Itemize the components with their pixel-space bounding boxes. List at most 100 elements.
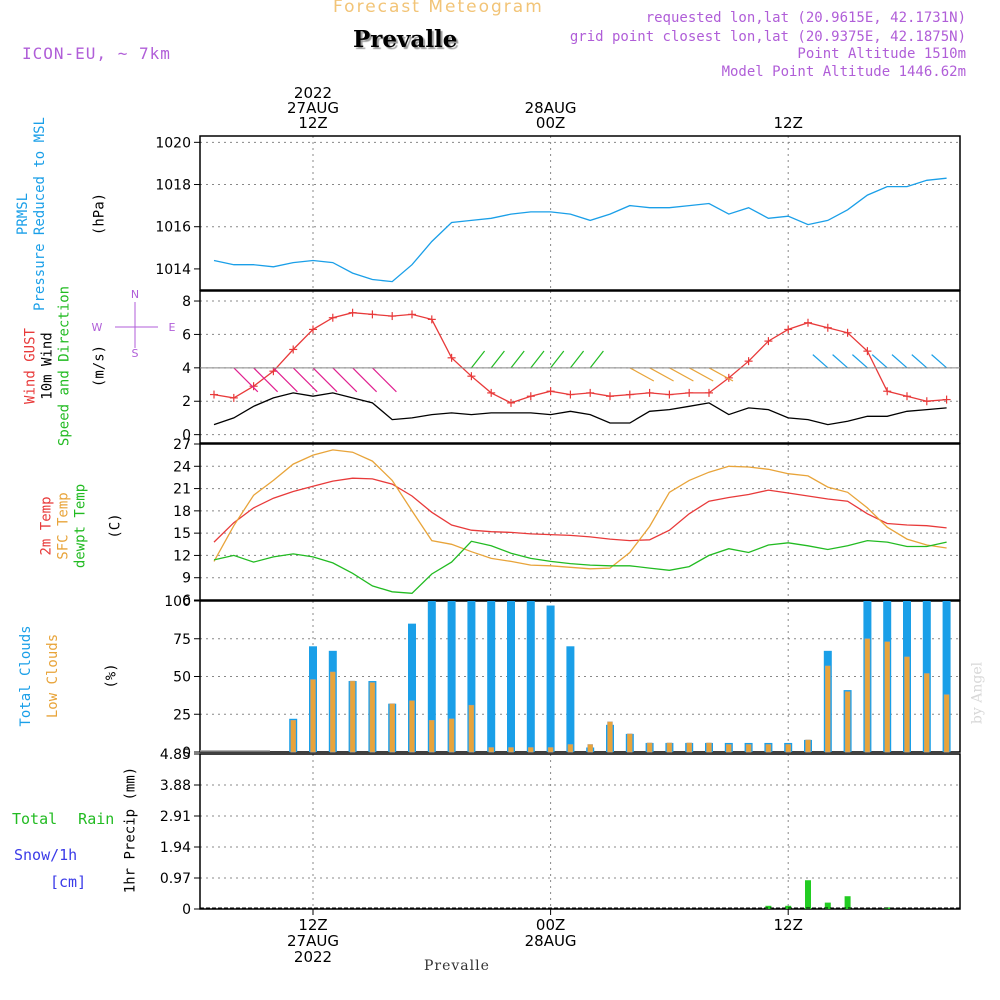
low-cloud-bar [864, 638, 871, 753]
y-tick-label: 2.91 [160, 809, 191, 825]
low-cloud-bar [646, 742, 653, 753]
bottom-time-label: 00Z [536, 916, 565, 934]
wind-arrow [629, 367, 655, 382]
series-line [213, 177, 947, 283]
top-time-label: 00Z [536, 114, 565, 132]
low-cloud-bar [547, 747, 554, 753]
total-cloud-bar [942, 601, 951, 752]
series-line [213, 539, 947, 594]
y-tick-label: 9 [182, 571, 191, 587]
point-altitude: Point Altitude 1510m [797, 46, 966, 62]
series-line [213, 312, 947, 404]
panel-frame [199, 135, 961, 291]
y-tick-label: 0 [182, 902, 191, 918]
precip-bar [805, 880, 811, 909]
compass-w: W [92, 321, 103, 334]
low-cloud-bar [290, 720, 296, 753]
precip-legend-cm: [cm] [50, 873, 87, 891]
low-cloud-bar [924, 673, 930, 753]
low-cloud-bar [785, 744, 791, 753]
low-cloud-bar [844, 691, 851, 753]
wind-arrow [871, 354, 888, 369]
y-tick-label: 8 [182, 294, 191, 310]
y-tick-label: 4.85 [160, 747, 191, 763]
total-cloud-bar [507, 601, 515, 752]
top-time-label: 12Z [774, 114, 803, 132]
low-cloud-bar [666, 742, 673, 753]
top-time-label: 2022 [294, 84, 332, 102]
low-cloud-bar [429, 720, 435, 753]
total-cloud-bar [408, 623, 416, 752]
total-cloud-bar [427, 601, 436, 752]
low-cloud-bar [904, 656, 910, 753]
y-tick-label: 4 [182, 361, 191, 377]
y-tick-label: 75 [173, 632, 191, 648]
y-tick-label: 1018 [155, 178, 191, 194]
super-title: Forecast Meteogram [333, 0, 544, 17]
precip-bar [765, 905, 772, 909]
y-tick-label: 12 [173, 548, 191, 564]
y-tick-label: 0 [182, 745, 191, 761]
low-cloud-bar [330, 671, 336, 753]
low-cloud-bar [943, 694, 950, 753]
wind-arrow [688, 367, 714, 382]
y-tick-label: 15 [173, 526, 191, 542]
y-tick-label: 1014 [155, 262, 191, 278]
low-cloud-bar [686, 742, 692, 753]
wind-arrow [649, 367, 674, 382]
wind-arrow [233, 367, 259, 393]
panel-frame [199, 443, 961, 601]
low-cloud-bar [488, 747, 494, 753]
low-cloud-bar [726, 744, 732, 753]
wind-arrow [812, 354, 829, 369]
bottom-time-label: 2022 [294, 948, 332, 966]
low-cloud-bar [310, 679, 316, 753]
wind-arrow [708, 367, 734, 382]
wind-arrow [332, 367, 358, 393]
series-line [213, 392, 947, 426]
wind-arrow [312, 367, 338, 393]
wind-arrow [832, 354, 848, 369]
precip-legend-rain: Total Rain [12, 810, 115, 828]
low-cloud-bar [528, 747, 534, 753]
low-cloud-bar [607, 721, 613, 753]
top-time-label: 27AUG [287, 99, 339, 117]
wind-arrow [550, 350, 565, 369]
total-cloud-bar [546, 605, 555, 752]
low-cloud-bar [468, 704, 475, 753]
panel-frame [199, 600, 961, 753]
total-cloud-bar [526, 601, 535, 752]
footer-station: Prevalle [424, 958, 490, 974]
wind-arrow [589, 350, 604, 369]
wind-arrow [530, 350, 545, 369]
wind-arrow [470, 350, 486, 369]
grid-point-coords: grid point closest lon,lat (20.9375E, 42… [569, 29, 966, 45]
y-tick-label: 100 [164, 594, 191, 610]
low-cloud-bar [706, 742, 712, 753]
wind-arrow [371, 367, 397, 393]
y-tick-label: 25 [173, 707, 191, 723]
model-label: ICON-EU, ~ 7km [22, 44, 171, 63]
low-cloud-bar [765, 744, 772, 753]
model-point-altitude: Model Point Altitude 1446.62m [721, 64, 966, 80]
low-cloud-bar [627, 733, 633, 753]
top-time-label: 12Z [298, 114, 327, 132]
wind-arrow [352, 367, 378, 393]
low-cloud-bar [508, 747, 514, 753]
total-cloud-bar [467, 601, 476, 752]
low-cloud-bar [805, 739, 811, 753]
station-title: Prevalle [353, 26, 458, 53]
wind-arrow [931, 354, 947, 369]
bottom-time-label: 12Z [774, 916, 803, 934]
wind-arrow [669, 367, 694, 382]
y-tick-label: 1.94 [160, 840, 191, 856]
low-cloud-bar [349, 680, 356, 753]
compass-e: E [169, 321, 176, 334]
y-tick-label: 18 [173, 504, 191, 520]
series-line [213, 449, 947, 570]
low-cloud-bar [369, 682, 376, 753]
low-cloud-bar [389, 703, 395, 753]
top-time-label: 28AUG [525, 99, 577, 117]
requested-coords: requested lon,lat (20.9615E, 42.1731N) [645, 10, 966, 26]
